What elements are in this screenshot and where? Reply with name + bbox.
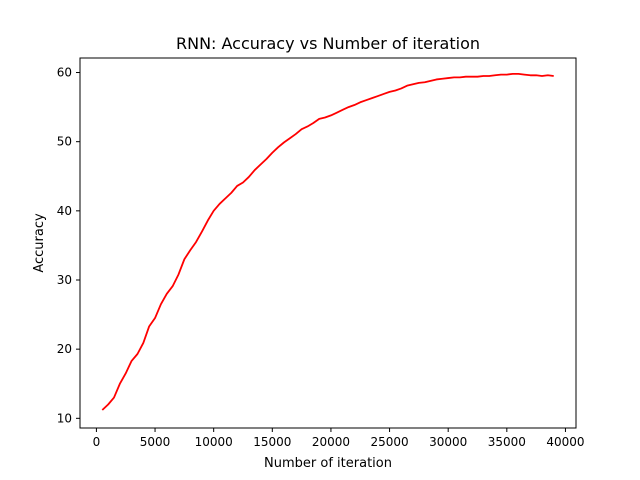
x-tick-label: 10000	[195, 435, 233, 449]
x-tick-label: 30000	[429, 435, 467, 449]
accuracy-line	[101, 73, 554, 411]
y-tick-label: 20	[57, 342, 72, 356]
x-tick-label: 25000	[370, 435, 408, 449]
y-tick-label: 40	[57, 204, 72, 218]
x-tick-label: 0	[93, 435, 101, 449]
y-tick-label: 30	[57, 273, 72, 287]
plot-frame	[79, 57, 577, 429]
x-axis: 0 5000 10000 15000 20000 25000 30000 35000 40000	[93, 428, 585, 449]
y-axis-label: Accuracy	[32, 213, 47, 273]
y-tick-label: 10	[57, 411, 72, 425]
x-tick-label: 15000	[253, 435, 291, 449]
x-axis-label: Number of iteration	[264, 456, 392, 471]
chart-title: RNN: Accuracy vs Number of iteration	[176, 34, 480, 53]
x-tick-label: 40000	[546, 435, 584, 449]
x-tick-label: 35000	[488, 435, 526, 449]
y-tick-label: 60	[57, 66, 72, 80]
y-tick-label: 50	[57, 135, 72, 149]
x-tick-label: 5000	[140, 435, 171, 449]
x-tick-label: 20000	[312, 435, 350, 449]
y-axis: 10 20 30 40 50 60	[57, 66, 80, 425]
